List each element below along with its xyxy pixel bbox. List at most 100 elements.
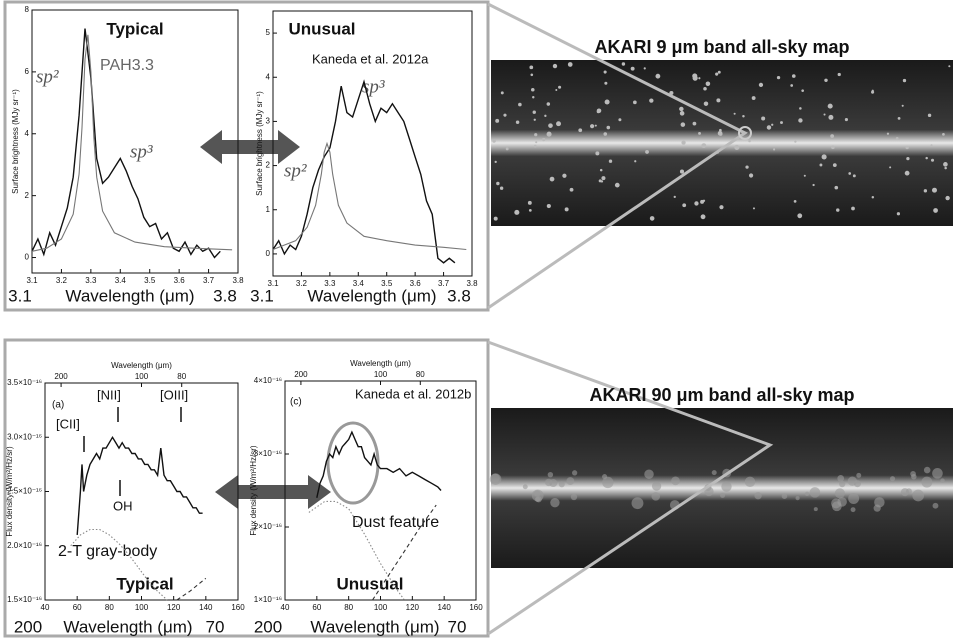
axis-caption: 200 (254, 617, 282, 636)
map-source (767, 125, 771, 129)
x-tick-label: 3.2 (56, 276, 68, 285)
y-tick-label: 1.5×10⁻¹⁶ (7, 595, 42, 604)
map-source (566, 477, 574, 485)
map-source (692, 73, 697, 78)
map-source (555, 89, 557, 91)
map-source (590, 124, 594, 128)
map-source (940, 478, 944, 482)
x2-tick-label: 100 (374, 370, 388, 379)
map-source (545, 479, 552, 486)
map-source (851, 507, 856, 512)
map-source (719, 129, 722, 132)
map-source (503, 114, 506, 117)
map-source (924, 189, 927, 192)
map-source (704, 101, 709, 106)
map-source (716, 98, 720, 102)
map-source (603, 132, 607, 136)
map-source (572, 470, 577, 475)
x-tick-label: 100 (135, 603, 149, 612)
map-source (531, 88, 535, 92)
map-source (742, 115, 744, 117)
map-source (944, 167, 946, 169)
map-source (898, 117, 901, 120)
map-source (833, 163, 837, 167)
x-tick-label: 3.2 (296, 279, 308, 288)
map-source (798, 118, 802, 122)
y-axis-label: Flux density (W/m²/Hz/sr) (249, 445, 258, 536)
map-source (810, 487, 821, 498)
x-tick-label: 3.5 (144, 276, 156, 285)
map-source (734, 145, 739, 150)
map-source (528, 201, 532, 205)
map-source (606, 126, 610, 130)
axis-caption: Wavelength (μm) (63, 617, 192, 636)
map-source (693, 122, 697, 126)
annotation: sp² (284, 160, 307, 181)
map-source (928, 114, 931, 117)
map-source (605, 99, 610, 104)
map-source (548, 472, 553, 477)
chart-title: Unusual (336, 574, 403, 593)
x2-axis-label: Wavelength (μm) (350, 359, 411, 368)
map-source (848, 477, 857, 486)
map-source (712, 470, 717, 475)
annotation: OH (113, 498, 133, 513)
map-source (905, 146, 908, 149)
map-source (600, 169, 603, 172)
map-source (681, 122, 686, 127)
x-tick-label: 3.8 (232, 276, 244, 285)
map-source (921, 477, 932, 488)
y-tick-label: 4 (25, 129, 30, 138)
axis-caption: 70 (448, 617, 467, 636)
y-tick-label: 1×10⁻¹⁶ (254, 595, 282, 604)
map-source (535, 141, 537, 143)
y-axis-label: Flux density (W/m²/Hz/sr) (5, 446, 14, 537)
map-source (496, 182, 499, 185)
map-source (558, 86, 561, 89)
map-source (698, 132, 701, 135)
x-tick-label: 80 (344, 603, 353, 612)
axis-caption: Wavelength (μm) (310, 617, 439, 636)
map-source (801, 89, 804, 92)
x-tick-label: 40 (41, 603, 50, 612)
map-source (804, 175, 806, 177)
map-source (529, 209, 532, 212)
map-source (615, 183, 620, 188)
map-source (853, 174, 856, 177)
map-source (777, 76, 780, 79)
map-source (680, 170, 684, 174)
map-source (701, 143, 706, 148)
map-source (706, 81, 711, 86)
map-source (604, 82, 607, 85)
x-tick-label: 160 (469, 603, 483, 612)
map-source (559, 481, 565, 487)
x-tick-label: 120 (406, 603, 420, 612)
annotation: (a) (52, 400, 64, 411)
map-source (644, 67, 646, 69)
map-source (534, 133, 537, 136)
map-source (749, 173, 753, 177)
map-source (523, 484, 528, 489)
map-source (834, 186, 838, 190)
spectrum-line (77, 437, 202, 535)
x-tick-label: 3.3 (85, 276, 97, 285)
y-tick-label: 2.0×10⁻¹⁶ (7, 541, 42, 550)
annotation: 2-T gray-body (58, 543, 157, 560)
map-source (632, 497, 644, 509)
map-source (599, 179, 602, 182)
map-source (837, 475, 844, 482)
map-source (532, 96, 534, 98)
map-source (698, 77, 700, 79)
map-source (681, 141, 685, 145)
map-source (872, 196, 874, 198)
y-axis-label: Surface brightness (MJy sr⁻¹) (255, 91, 264, 196)
map-source (652, 482, 661, 491)
map-source (602, 474, 607, 479)
map-source (890, 476, 895, 481)
map-source (694, 201, 698, 205)
map-source (828, 104, 833, 109)
axis-caption: 3.1 (8, 286, 32, 305)
map-source (679, 107, 684, 112)
map-source (906, 157, 909, 160)
x-tick-label: 140 (199, 603, 213, 612)
